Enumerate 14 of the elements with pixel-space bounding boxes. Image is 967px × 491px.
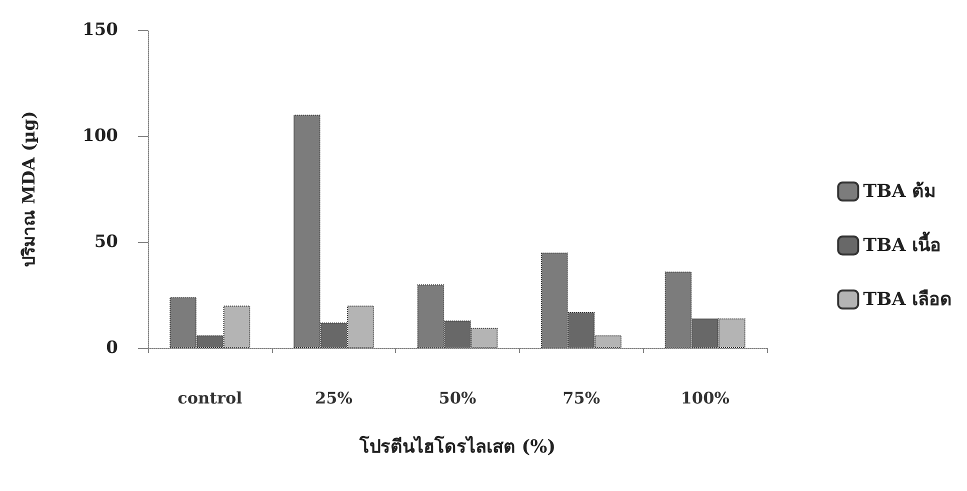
x-tick-label: 100% [680, 388, 730, 408]
legend-label: TBA เลือด [863, 289, 952, 310]
x-tick-label: 25% [314, 388, 352, 408]
x-tick-label: 75% [562, 388, 600, 408]
y-tick-label: 50 [94, 232, 118, 252]
legend-label: TBA ต้ม [863, 181, 936, 202]
x-axis-title: โปรตีนไฮโดรไลเสต (%) [358, 436, 556, 458]
y-tick-label: 100 [82, 126, 118, 146]
legend-label: TBA เนื้อ [863, 231, 942, 256]
x-tick-label: control [178, 388, 242, 408]
y-axis-title: ปริมาณ MDA (µg) [20, 110, 40, 268]
y-tick-label: 0 [106, 338, 118, 358]
x-tick-label: 50% [438, 388, 476, 408]
y-tick-label: 150 [82, 20, 118, 40]
